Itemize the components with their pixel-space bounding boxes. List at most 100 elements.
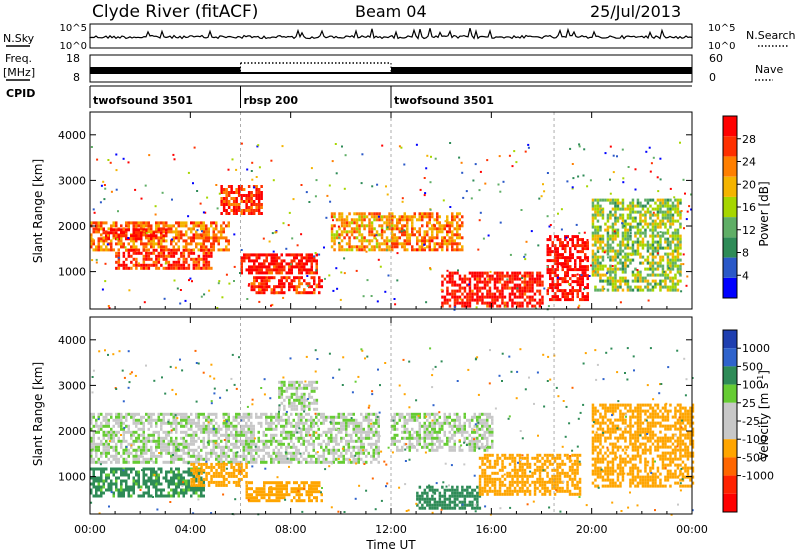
data-cell — [225, 439, 228, 443]
data-cell — [230, 185, 233, 188]
data-cell — [671, 267, 675, 271]
data-cell — [631, 252, 635, 256]
data-cell — [122, 415, 125, 419]
data-cell — [448, 239, 451, 243]
data-cell — [305, 460, 308, 464]
data-cell — [471, 274, 474, 278]
data-cell — [95, 494, 98, 498]
data-cell — [162, 488, 165, 492]
data-cell — [127, 488, 130, 492]
data-cell — [287, 442, 290, 446]
data-cell — [117, 457, 120, 461]
data-cell — [157, 251, 161, 255]
data-cell — [521, 277, 524, 279]
colorbar-tick-label: 20 — [742, 178, 756, 191]
data-cell — [268, 496, 271, 500]
data-cell — [202, 477, 206, 481]
data-cell — [205, 445, 208, 449]
data-cell — [468, 286, 472, 290]
data-cell — [310, 276, 313, 280]
data-cell — [227, 239, 230, 243]
data-cell — [448, 277, 452, 281]
data-cell — [614, 201, 617, 205]
data-cell — [328, 274, 331, 277]
data-cell — [97, 448, 100, 452]
data-cell — [664, 279, 667, 283]
data-cell — [110, 190, 113, 193]
data-cell — [561, 247, 564, 251]
data-cell — [426, 230, 429, 234]
data-cell — [491, 304, 494, 308]
data-cell — [453, 248, 456, 252]
data-cell — [277, 460, 280, 464]
data-cell — [621, 255, 625, 259]
data-cell — [220, 471, 223, 475]
data-cell — [332, 451, 335, 455]
data-cell — [546, 268, 549, 272]
data-cell — [122, 433, 125, 437]
data-cell — [518, 271, 522, 275]
data-cell — [406, 233, 409, 237]
data-cell — [551, 277, 554, 281]
data-cell — [202, 245, 205, 249]
data-cell — [345, 218, 349, 222]
data-cell — [235, 460, 238, 464]
data-cell — [262, 457, 265, 461]
data-cell — [247, 445, 250, 449]
data-cell — [601, 210, 605, 214]
data-cell — [112, 473, 115, 477]
data-cell — [533, 298, 537, 302]
data-cell — [207, 451, 210, 455]
data-cell — [215, 483, 218, 487]
data-cell — [639, 285, 642, 289]
data-cell — [639, 213, 642, 217]
data-cell — [250, 421, 253, 425]
data-cell — [375, 212, 379, 216]
data-cell — [503, 295, 507, 299]
data-cell — [566, 280, 569, 284]
data-cell — [557, 212, 559, 215]
data-cell — [147, 230, 150, 234]
data-cell — [378, 242, 381, 246]
data-cell — [282, 427, 285, 431]
data-cell — [145, 224, 148, 228]
data-cell — [508, 292, 512, 296]
data-cell — [380, 242, 384, 246]
data-cell — [436, 233, 439, 237]
data-cell — [511, 289, 514, 293]
data-cell — [175, 436, 178, 440]
data-cell — [661, 222, 665, 226]
data-cell — [250, 194, 253, 197]
data-cell — [574, 247, 577, 251]
data-cell — [275, 433, 278, 437]
data-cell — [110, 430, 113, 434]
data-cell — [591, 273, 595, 277]
data-cell — [283, 276, 286, 280]
data-cell — [202, 211, 205, 214]
data-cell — [122, 242, 125, 246]
data-cell — [278, 279, 281, 283]
data-cell — [569, 265, 572, 269]
data-cell — [173, 158, 176, 161]
data-cell — [157, 439, 160, 443]
data-cell — [436, 218, 439, 222]
data-cell — [586, 185, 589, 188]
data-cell — [235, 474, 238, 478]
data-cell — [448, 227, 451, 231]
data-cell — [167, 266, 171, 270]
data-cell — [142, 460, 145, 464]
data-cell — [160, 233, 163, 237]
data-cell — [676, 228, 680, 232]
data-cell — [132, 448, 135, 452]
data-cell — [559, 241, 562, 245]
data-cell — [333, 248, 336, 252]
data-cell — [142, 473, 145, 477]
data-cell — [210, 248, 213, 252]
data-cell — [661, 264, 665, 268]
data-cell — [227, 418, 230, 422]
data-cell — [556, 295, 559, 299]
data-cell — [350, 451, 353, 455]
data-cell — [227, 224, 230, 228]
data-cell — [200, 430, 203, 434]
data-cell — [465, 190, 468, 193]
